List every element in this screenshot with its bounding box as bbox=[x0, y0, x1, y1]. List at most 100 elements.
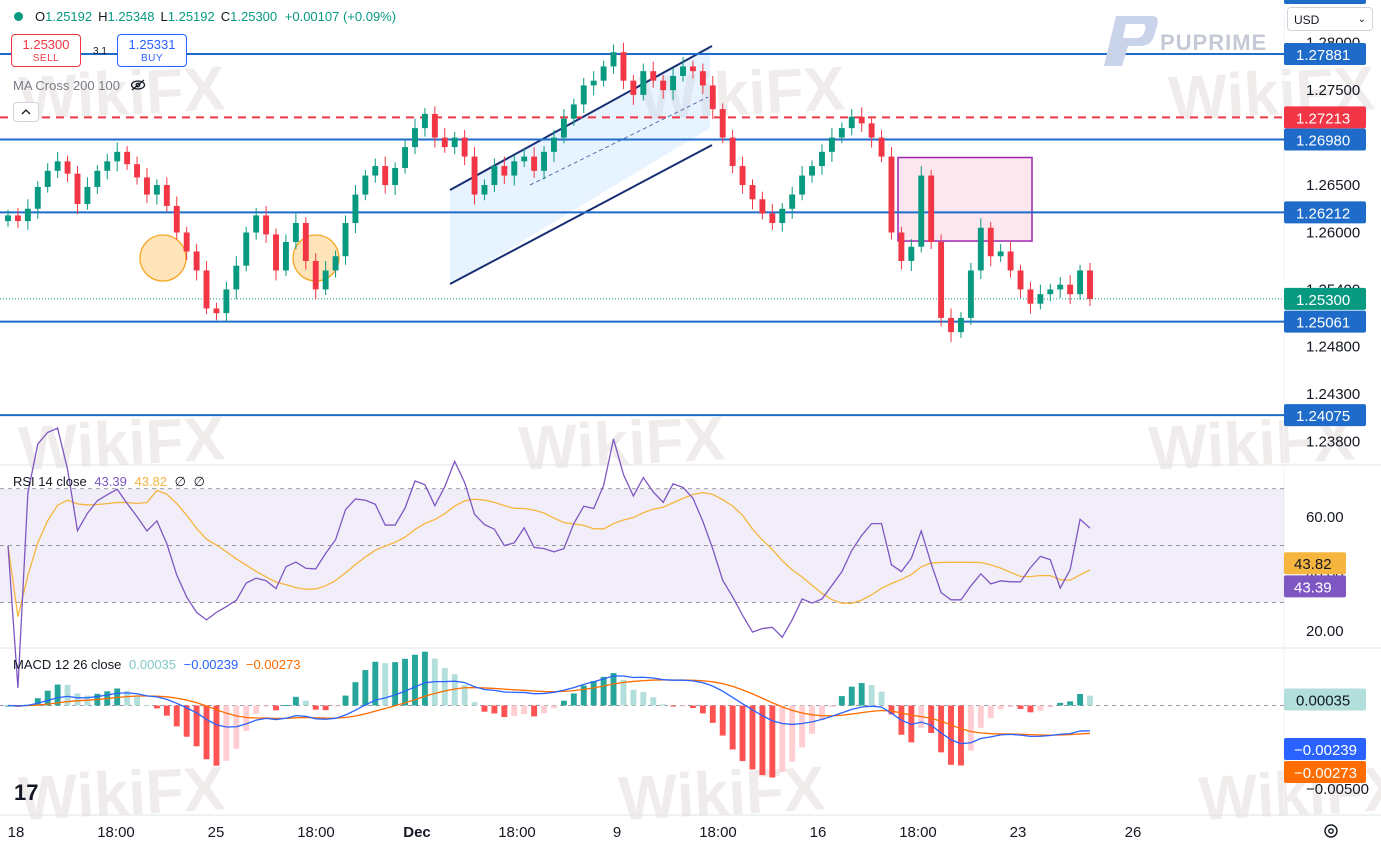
ohlc-high: 1.25348 bbox=[107, 9, 155, 24]
candle-body bbox=[799, 175, 806, 195]
macd-signal-tag-bg bbox=[1284, 761, 1366, 783]
level-price-tag: 1.26212 bbox=[1296, 205, 1350, 222]
macd-histogram-bar bbox=[1047, 705, 1054, 708]
macd-histogram-bar bbox=[491, 705, 498, 714]
macd-histogram-bar bbox=[680, 705, 686, 707]
macd-line-tag: −0.00239 bbox=[1294, 742, 1357, 759]
time-tick-label: Dec bbox=[403, 824, 431, 841]
macd-histogram-bar bbox=[322, 705, 329, 711]
macd-histogram-bar bbox=[382, 663, 389, 706]
channel-lower-line bbox=[449, 144, 713, 285]
level-price-tag-bg bbox=[1284, 42, 1366, 65]
candle-body bbox=[511, 161, 518, 176]
macd-histogram-bar bbox=[282, 705, 289, 707]
rsi-ma-line bbox=[7, 489, 1091, 617]
candle-body bbox=[332, 256, 339, 271]
sell-button[interactable]: 1.25300 SELL bbox=[11, 34, 81, 67]
level-lines[interactable] bbox=[0, 0, 1284, 417]
rsi-legend[interactable]: RSI 14 close 43.39 43.82 ∅ ∅ bbox=[13, 474, 205, 490]
macd-histogram-bar bbox=[948, 705, 954, 765]
level-price-tag: 1.27881 bbox=[1296, 47, 1350, 64]
macd-histogram-bar bbox=[402, 658, 409, 706]
rsi-ma-value: 43.82 bbox=[134, 474, 168, 489]
candle-body bbox=[828, 137, 835, 152]
macd-histogram-bar bbox=[153, 705, 160, 709]
price-axis[interactable]: 1.280001.275001.265001.260001.254001.248… bbox=[1284, 0, 1369, 798]
macd-histogram-bar bbox=[34, 698, 41, 706]
macd-histogram-bar bbox=[977, 705, 984, 728]
candle-body bbox=[551, 137, 557, 152]
macd-legend[interactable]: MACD 12 26 close 0.00035 −0.00239 −0.002… bbox=[13, 657, 300, 672]
candle-body bbox=[144, 177, 150, 195]
macd-histogram-bar bbox=[769, 705, 776, 778]
candle-body bbox=[253, 215, 260, 233]
time-tick-label: 26 bbox=[1125, 824, 1142, 841]
candle-body bbox=[292, 223, 299, 242]
rsi-tick-label: 60.00 bbox=[1306, 509, 1344, 526]
macd-histogram-bar bbox=[858, 683, 865, 706]
candle-body bbox=[372, 166, 379, 176]
level-price-tag: 1.25061 bbox=[1296, 315, 1350, 332]
macd-histogram-bar bbox=[1017, 705, 1024, 709]
candle-body bbox=[650, 71, 657, 81]
rsi-na-value: ∅ bbox=[193, 474, 205, 489]
macd-histogram-bar bbox=[441, 668, 448, 706]
macd-histogram-bar bbox=[342, 695, 349, 706]
watermark-text: WikiFX bbox=[17, 754, 226, 834]
candle-body bbox=[491, 166, 498, 186]
candle-body bbox=[858, 116, 865, 124]
time-tick-label: 23 bbox=[1010, 824, 1027, 841]
candle-body bbox=[94, 170, 101, 187]
level-price-tag-bg bbox=[1284, 404, 1366, 427]
macd-histogram-bar bbox=[630, 689, 637, 706]
candle-body bbox=[243, 232, 250, 266]
macd-line bbox=[7, 675, 1091, 745]
macd-histogram-bar bbox=[749, 705, 756, 770]
time-axis[interactable]: 18 18:00 25 18:00 Dec 18:00 9 18:00 16 18:00 23 26 bbox=[8, 824, 1142, 841]
candle-body bbox=[878, 137, 885, 157]
candle-body bbox=[24, 208, 31, 222]
ma-indicator-legend[interactable]: MA Cross 200 100 bbox=[13, 78, 146, 93]
candle-body bbox=[64, 161, 71, 174]
macd-histogram-bar bbox=[362, 670, 369, 706]
candle-body bbox=[739, 166, 746, 186]
macd-histogram-bar bbox=[570, 693, 577, 706]
candle-body bbox=[809, 166, 816, 176]
candle-body bbox=[392, 167, 399, 186]
candle-body bbox=[74, 173, 81, 205]
macd-signal-tag: −0.00273 bbox=[1294, 765, 1357, 782]
market-status-dot bbox=[14, 12, 23, 21]
macd-histogram-bar bbox=[1037, 705, 1044, 711]
gear-icon[interactable] bbox=[1322, 822, 1340, 840]
candle-body bbox=[263, 215, 270, 235]
macd-histogram-bar bbox=[729, 705, 736, 750]
candle-body bbox=[124, 151, 131, 165]
candle-body bbox=[44, 170, 51, 187]
macd-histogram-bar bbox=[64, 684, 71, 706]
buy-button[interactable]: 1.25331 BUY bbox=[117, 34, 187, 67]
candle-body bbox=[838, 128, 845, 138]
macd-histogram-bar bbox=[689, 705, 696, 708]
rsi-ma-tag: 43.82 bbox=[1294, 556, 1332, 573]
rsi-tick-label: 20.00 bbox=[1306, 623, 1344, 640]
currency-select[interactable]: USD ⌄ bbox=[1287, 7, 1373, 31]
time-tick-label: 18:00 bbox=[699, 824, 737, 841]
candle-body bbox=[302, 223, 309, 261]
macd-histogram-bar bbox=[54, 684, 61, 706]
eye-off-icon[interactable] bbox=[130, 79, 146, 91]
tradingview-logo: 17 bbox=[14, 780, 39, 805]
candle-body bbox=[660, 80, 667, 91]
last-price-tag-bg bbox=[1284, 287, 1366, 310]
price-tick-label: 1.26500 bbox=[1306, 177, 1360, 194]
macd-pane bbox=[0, 651, 1284, 778]
collapse-legend-button[interactable] bbox=[13, 102, 39, 122]
currency-value: USD bbox=[1294, 13, 1320, 27]
macd-histogram-bar bbox=[958, 705, 964, 766]
macd-histogram-bar bbox=[44, 690, 51, 706]
macd-histogram-bar bbox=[541, 705, 547, 714]
time-tick-label: 18:00 bbox=[97, 824, 135, 841]
macd-histogram-bar bbox=[590, 681, 597, 706]
channel-mid-line bbox=[529, 96, 709, 186]
